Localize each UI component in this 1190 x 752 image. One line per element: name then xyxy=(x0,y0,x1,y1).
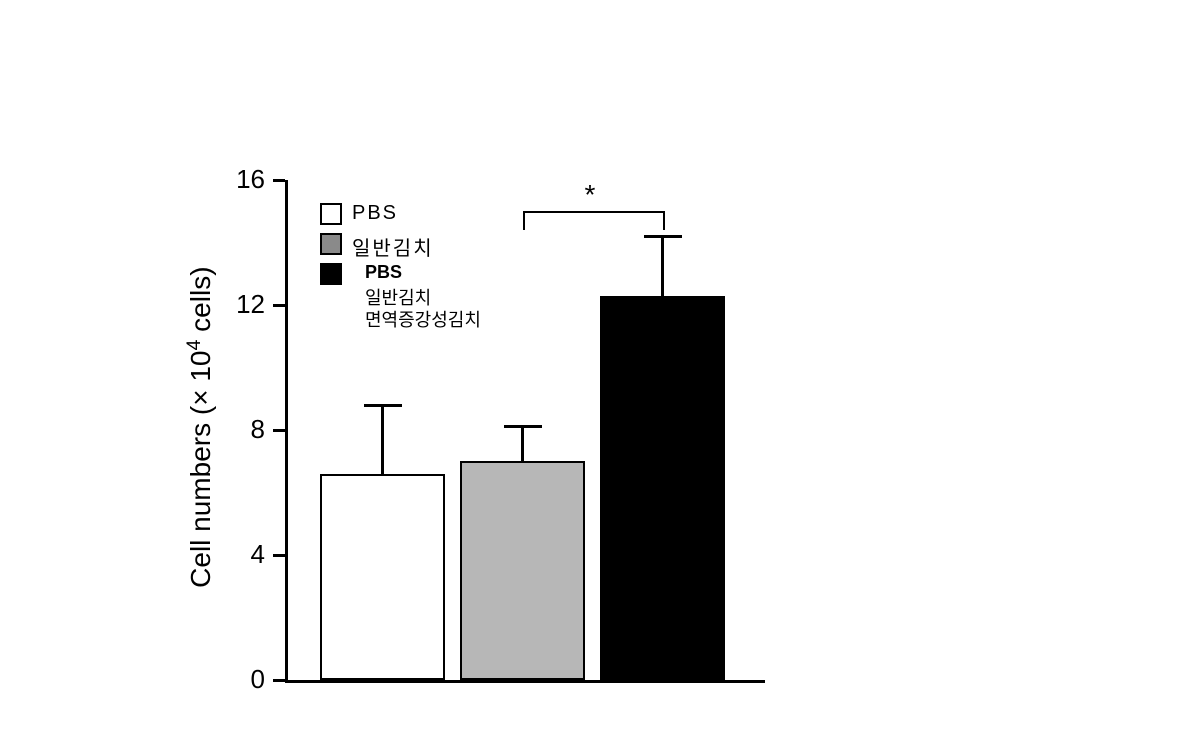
y-tick-label: 8 xyxy=(210,414,265,445)
error-bar-stem xyxy=(381,405,384,474)
normal-bar xyxy=(460,461,585,680)
legend-label: PBS xyxy=(352,202,398,225)
cell-numbers-bar-chart: 0481216Cell numbers (× 104 cells)PBS일반김치… xyxy=(0,0,1190,752)
y-tick-label: 4 xyxy=(210,539,265,570)
immune-bar xyxy=(600,296,725,680)
error-bar-cap xyxy=(504,425,542,428)
x-axis xyxy=(285,680,765,683)
y-tick xyxy=(273,179,285,182)
legend-swatch xyxy=(320,263,342,285)
y-tick xyxy=(273,554,285,557)
y-tick xyxy=(273,429,285,432)
y-axis-label: Cell numbers (× 104 cells) xyxy=(183,227,217,627)
y-tick xyxy=(273,679,285,682)
legend-overlay-line: 면역증강성김치 xyxy=(365,306,481,332)
y-tick-label: 0 xyxy=(210,664,265,695)
y-axis xyxy=(285,180,288,680)
significance-bracket xyxy=(523,211,663,213)
y-tick-label: 12 xyxy=(210,289,265,320)
significance-bracket xyxy=(523,211,525,230)
legend-swatch xyxy=(320,233,342,255)
y-tick-label: 16 xyxy=(210,164,265,195)
legend-swatch xyxy=(320,203,342,225)
legend-overlay-line: PBS xyxy=(365,262,402,283)
error-bar-stem xyxy=(521,427,524,461)
significance-star: * xyxy=(585,179,596,211)
y-tick xyxy=(273,304,285,307)
legend-label: 일반김치 xyxy=(352,232,434,261)
pbs-bar xyxy=(320,474,445,680)
error-bar-stem xyxy=(661,236,664,295)
error-bar-cap xyxy=(644,235,682,238)
significance-bracket xyxy=(663,211,665,230)
error-bar-cap xyxy=(364,404,402,407)
